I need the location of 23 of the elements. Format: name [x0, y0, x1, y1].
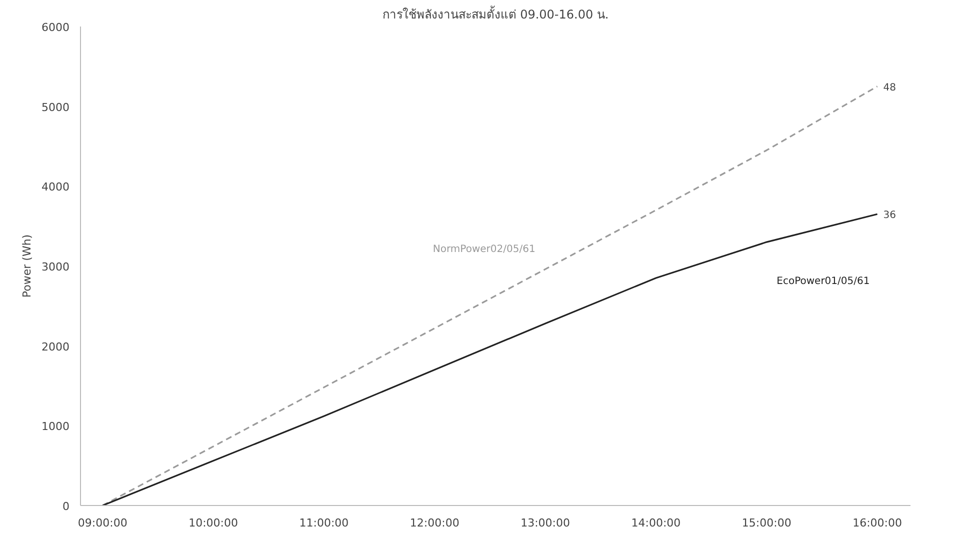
y-tick-label: 5000 [42, 100, 70, 114]
y-tick-label: 1000 [42, 420, 70, 434]
line-series [102, 213, 878, 506]
line-series [102, 86, 878, 506]
series-label: NormPower02/05/61 [432, 244, 536, 256]
y-axis-title: Power (Wh) [20, 234, 34, 298]
x-tick-label: 16:00:00 [852, 516, 902, 530]
x-tick-label: 14:00:00 [631, 516, 681, 530]
y-tick-label: 6000 [42, 21, 70, 34]
x-tick-label: 15:00:00 [742, 516, 792, 530]
x-tick-label: 13:00:00 [520, 516, 570, 530]
x-tick-label: 09:00:00 [78, 516, 128, 530]
x-tick-label: 10:00:00 [188, 516, 238, 530]
y-tick-label: 2000 [42, 340, 70, 354]
y-tick-label: 0 [62, 500, 70, 513]
y-tick-label: 4000 [42, 180, 70, 194]
annotation: 36 [883, 210, 896, 222]
annotation: 48 [883, 82, 896, 94]
y-tick-label: 3000 [42, 260, 70, 274]
chart-title: การใช้พลังงานสะสมตั้งแต่ 09.00-16.00 น. [382, 6, 609, 22]
x-tick-label: 11:00:00 [299, 516, 349, 530]
x-tick-label: 12:00:00 [410, 516, 460, 530]
text: EcoPower01/05/61 [776, 276, 870, 288]
